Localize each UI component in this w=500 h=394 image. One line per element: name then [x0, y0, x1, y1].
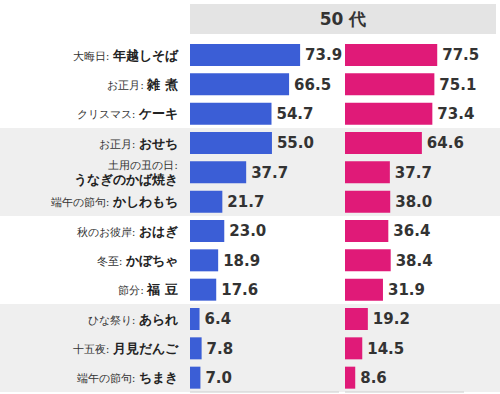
svg-text:18.9: 18.9 — [223, 252, 260, 270]
svg-text:37.7: 37.7 — [251, 164, 288, 182]
svg-text:7.0: 7.0 — [205, 369, 232, 387]
svg-text:節分: 福 豆: 節分: 福 豆 — [118, 282, 178, 297]
svg-text:38.0: 38.0 — [395, 193, 432, 211]
svg-text:お正月: 雑 煮: お正月: 雑 煮 — [107, 77, 178, 92]
svg-text:土用の丑の日:: 土用の丑の日: — [108, 159, 178, 172]
svg-text:8.6: 8.6 — [360, 369, 387, 387]
svg-text:端午の節句: かしわもち: 端午の節句: かしわもち — [51, 194, 178, 209]
svg-text:ひな祭り: あられ: ひな祭り: あられ — [88, 312, 178, 327]
svg-text:冬至: かぼちゃ: 冬至: かぼちゃ — [97, 253, 178, 268]
svg-text:お正月: おせち: お正月: おせち — [99, 136, 178, 151]
svg-text:19.2: 19.2 — [373, 310, 410, 328]
svg-text:秋のお彼岸: おはぎ: 秋のお彼岸: おはぎ — [77, 224, 178, 239]
svg-text:端午の節句: ちまき: 端午の節句: ちまき — [77, 370, 178, 385]
svg-text:7.8: 7.8 — [207, 340, 234, 358]
html-text:50 代: 50 代 — [319, 9, 367, 29]
svg-text:17.6: 17.6 — [221, 281, 258, 299]
svg-text:36.4: 36.4 — [393, 222, 430, 240]
svg-text:うなぎのかば焼き: うなぎのかば焼き — [74, 172, 178, 187]
svg-text:21.7: 21.7 — [227, 193, 264, 211]
svg-text:55.0: 55.0 — [277, 134, 314, 152]
svg-text:66.5: 66.5 — [294, 76, 331, 94]
svg-text:14.5: 14.5 — [367, 340, 404, 358]
svg-text:77.5: 77.5 — [442, 46, 479, 64]
svg-text:6.4: 6.4 — [205, 310, 232, 328]
svg-text:31.9: 31.9 — [388, 281, 425, 299]
svg-text:38.4: 38.4 — [396, 252, 433, 270]
svg-text:75.1: 75.1 — [439, 76, 476, 94]
svg-text:十五夜: 月見だんご: 十五夜: 月見だんご — [73, 341, 179, 356]
svg-text:クリスマス: ケーキ: クリスマス: ケーキ — [77, 106, 178, 121]
svg-text:73.4: 73.4 — [437, 105, 474, 123]
svg-text:64.6: 64.6 — [427, 134, 464, 152]
svg-text:54.7: 54.7 — [277, 105, 314, 123]
svg-text:73.9: 73.9 — [305, 46, 342, 64]
svg-text:37.7: 37.7 — [395, 164, 432, 182]
svg-text:大晦日: 年越しそば: 大晦日: 年越しそば — [73, 48, 179, 63]
svg-text:23.0: 23.0 — [229, 222, 266, 240]
